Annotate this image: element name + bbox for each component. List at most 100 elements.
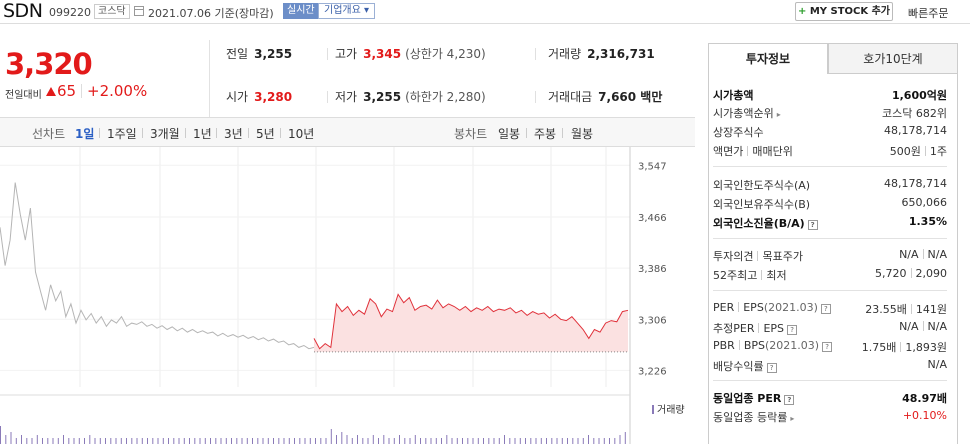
- volume-bar: [57, 438, 59, 444]
- volume-bar: [252, 438, 253, 444]
- divider: [327, 48, 328, 60]
- divider: [900, 342, 902, 352]
- series-line-today: [313, 293, 629, 350]
- price-stats-grid: 전일 3,255 고가 3,345 (상한가 4,230) 거래량 2,316,731 …: [210, 40, 695, 117]
- volume-bar: [204, 438, 206, 444]
- change-label: 전일대비: [5, 90, 42, 101]
- price-summary: 3,320 전일대비 65 +2.00%: [0, 40, 210, 117]
- volume-bar: [404, 438, 406, 444]
- volume-bar: [294, 438, 295, 444]
- volume-bar: [89, 435, 91, 444]
- company-overview-button[interactable]: 기업개요 ▾: [318, 3, 376, 19]
- quick-order-link[interactable]: 빠른주문: [908, 7, 949, 20]
- volume-bar: [299, 438, 301, 444]
- volume-bar: [115, 438, 117, 444]
- volume-bar: [257, 438, 259, 444]
- market-badge: 코스닥: [94, 4, 130, 19]
- tab-5year[interactable]: 5년: [256, 127, 275, 141]
- volume-legend: 거래량: [652, 401, 685, 416]
- divider: [758, 323, 760, 333]
- divider: [757, 251, 759, 261]
- divider: [535, 91, 536, 103]
- help-icon[interactable]: ?: [820, 304, 831, 314]
- tab-investment-info[interactable]: 투자정보: [708, 43, 828, 74]
- price-chart-svg: 3,547 3,466 3,386 3,306 3,226: [0, 147, 667, 444]
- volume-bar: [414, 435, 416, 444]
- tab-orderbook-10[interactable]: 호가10단계: [828, 43, 958, 74]
- tab-1year[interactable]: 1년: [193, 127, 212, 141]
- volume-bar: [624, 432, 626, 444]
- volume-bar: [168, 438, 169, 444]
- volume-bar: [509, 438, 511, 444]
- volume-bar: [131, 438, 133, 444]
- volume-bar: [36, 435, 38, 444]
- volume-bar: [362, 438, 364, 444]
- volume-bar: [178, 438, 180, 444]
- volume-bar: [199, 438, 201, 444]
- low-price: 저가 3,255 (하한가 2,280): [335, 90, 486, 104]
- trade-amount: 거래대금 7,660 백만: [548, 90, 663, 104]
- tab-3month[interactable]: 3개월: [150, 127, 180, 141]
- volume-bar: [231, 438, 232, 444]
- face-unit-row: 액면가 매매단위 500원 1주: [713, 145, 947, 158]
- help-icon[interactable]: ?: [807, 220, 818, 230]
- divider: [910, 304, 912, 314]
- tab-3year[interactable]: 3년: [224, 127, 243, 141]
- volume-bar: [383, 435, 385, 444]
- volume-bar: [157, 438, 159, 444]
- volume-bar: [441, 438, 442, 444]
- current-price: 3,320: [5, 47, 93, 81]
- divider: [747, 146, 749, 156]
- cap-rank-row[interactable]: 시가총액순위 ▸ 코스닥 682위: [713, 107, 947, 120]
- volume-bar: [52, 438, 54, 444]
- stock-name: SDN: [3, 0, 43, 22]
- foreign-ratio-row: 외국인소진율(B/A)? 1.35%: [713, 215, 947, 230]
- volume-bar: [619, 435, 621, 444]
- volume-bar: [456, 438, 458, 444]
- tab-daily-candle[interactable]: 일봉: [498, 127, 521, 141]
- candle-chart-label: 봉차트: [454, 127, 488, 141]
- help-icon[interactable]: ?: [784, 395, 795, 405]
- volume-bar: [535, 438, 537, 444]
- volume-bar: [262, 438, 264, 444]
- volume-bar: [351, 438, 353, 444]
- help-icon[interactable]: ?: [787, 325, 798, 335]
- sector-change-row[interactable]: 동일업종 등락률 ▸ +0.10%: [713, 409, 947, 424]
- tab-monthly-candle[interactable]: 월봉: [571, 127, 594, 141]
- volume-bar: [462, 438, 463, 444]
- week52-row: 52주최고 최저 5,720 2,090: [713, 267, 947, 282]
- volume-bar: [42, 438, 43, 444]
- volume-bar: [26, 438, 28, 444]
- volume-bar: [372, 435, 374, 444]
- help-icon[interactable]: ?: [766, 363, 777, 373]
- chart-tabs: 선차트 1일 1주일 3개월 1년 3년 5년 10년 봉차트 일봉 주봉 월봉: [0, 117, 695, 147]
- tab-weekly-candle[interactable]: 주봉: [534, 127, 557, 141]
- volume-bar: [278, 438, 280, 444]
- chevron-right-icon: ▸: [790, 414, 795, 423]
- divider: [185, 128, 186, 138]
- tab-1day[interactable]: 1일: [75, 127, 95, 141]
- volume-bar: [556, 438, 558, 444]
- volume-bar: [126, 438, 127, 444]
- volume-bar: [241, 438, 243, 444]
- divider: [924, 146, 926, 156]
- tab-1week[interactable]: 1주일: [107, 127, 137, 141]
- volume-bar: [336, 435, 337, 444]
- volume-bar: [388, 438, 390, 444]
- foreign-hold-row: 외국인보유주식수(B) 650,066: [713, 196, 947, 211]
- divider: [248, 128, 249, 138]
- y-tick-label: 3,466: [638, 213, 667, 224]
- volume-bar: [31, 438, 33, 444]
- volume-bar: [357, 435, 358, 444]
- volume-bar: [603, 438, 605, 444]
- help-icon[interactable]: ?: [822, 342, 833, 352]
- tab-10year[interactable]: 10년: [288, 127, 315, 141]
- volume-bar: [162, 438, 164, 444]
- volume-bar: [399, 435, 400, 444]
- intraday-chart: 3,547 3,466 3,386 3,306 3,226 거래량: [0, 147, 695, 444]
- realtime-button[interactable]: 실시간: [283, 3, 319, 19]
- volume-bar: [488, 438, 490, 444]
- add-mystock-button[interactable]: + MY STOCK 추가: [795, 2, 893, 21]
- divider: [562, 128, 563, 138]
- est-per-row: 추정PER EPS? N/A N/A: [713, 320, 947, 335]
